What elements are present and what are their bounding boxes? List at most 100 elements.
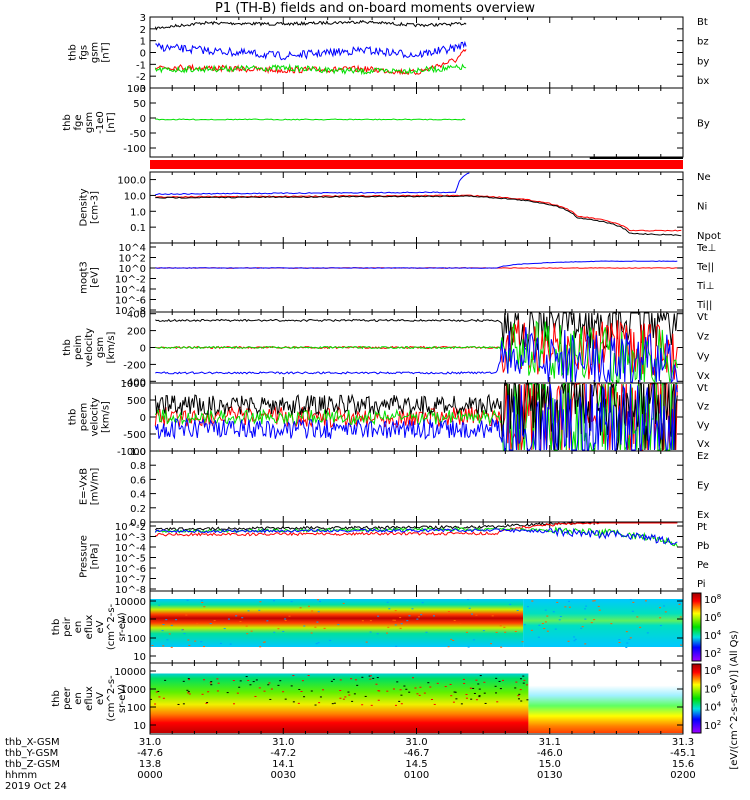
spectrogram-ion-speckle [277,628,280,630]
series-fgs-bx [155,40,467,61]
spectrogram-electron-speckle [319,696,322,698]
spectrogram-electron-speckle [207,691,210,693]
colorbar-tick-1-1: 106 [704,682,722,695]
spectrogram-electron-speckle [254,695,257,697]
spectrogram-electron-speckle [375,683,378,685]
spectrogram-electron-speckle [216,678,219,680]
spectrogram-electron-speckle [350,678,353,680]
series-peem-Vt [154,383,678,451]
colorbar-label-text: [eV/(cm^2-s-sr-eV)] (All Qs) [729,630,740,769]
spectrogram-ion-speckle [200,641,203,643]
spectrogram-ion-speckle [213,620,216,622]
spectrogram-electron-speckle [233,703,236,705]
y-tick-label-peer: 10000 [114,667,146,678]
spectrogram-electron-speckle [314,704,317,706]
y-tick-label-peir: 100 [127,634,146,645]
spectrogram-ion-speckle [377,615,380,617]
spectrogram-electron-speckle [269,698,272,700]
spectrogram-ion-speckle [592,600,595,602]
spectrogram-electron-speckle [498,680,501,682]
spectrogram-electron-speckle [330,680,333,682]
y-tick-label-peem: -500 [123,430,146,441]
spectrogram-ion-speckle [318,600,321,602]
footer-date: 2019 Oct 24 [5,781,67,792]
spectrogram-ion-speckle [597,605,600,607]
spectrogram-ion-speckle [186,599,189,601]
y-axis-label-line: eflux [84,686,95,711]
spectrogram-electron-speckle [436,682,439,684]
legend-peim-2: Vy [697,351,710,362]
spectrogram-ion-speckle [329,639,332,641]
spectrogram-ion-speckle [299,607,302,609]
spectrogram-ion-speckle [400,623,403,625]
y-tick-label-temperature: 10^2 [119,254,146,265]
spectrogram-ion-speckle [544,621,547,623]
spectrogram-electron-speckle [403,685,406,687]
spectrogram-electron-speckle [519,689,522,691]
footer-value-3-0: 0000 [137,770,162,781]
spectrogram-electron-speckle [429,686,432,688]
y-tick-label-fgs: -1 [136,60,146,71]
spectrogram-ion-speckle [459,623,462,625]
spectrogram-ion-speckle [394,619,397,621]
spectrogram-ion-speckle [678,602,681,604]
spectrogram-ion-speckle [450,638,453,640]
spectrogram-ion-speckle [262,641,265,643]
spectrogram-electron-speckle [453,691,456,693]
spectrogram-ion-speckle [235,615,238,617]
y-axis-label-line: Pressure [79,535,90,578]
series-density-Npot [155,172,470,196]
spectrogram-ion-speckle [646,632,649,634]
spectrogram-electron-speckle [501,679,504,681]
spectrogram-ion-speckle [526,606,529,608]
y-tick-label-fge: 100 [127,84,146,95]
colorbar-tick-1-3: 102 [704,719,721,732]
y-tick-label-e: 0.2 [130,504,146,515]
spectrogram-electron-speckle [210,681,213,683]
spectrogram-electron-speckle [465,697,468,699]
spectrogram-ion-speckle [162,645,165,647]
y-axis-label-line: thb [68,409,79,426]
y-tick-label-peir: 10 [133,652,146,663]
spectrogram-ion-speckle [162,624,165,626]
spectrogram-ion-speckle [311,610,314,612]
spectrogram-ion-speckle [263,641,266,643]
footer-label-1: thb_Y-GSM [5,748,58,759]
spectrogram-electron-speckle [188,693,191,695]
spectrogram-ion-speckle [625,631,628,633]
spectrogram-ion-speckle [628,638,631,640]
spectrogram-electron-speckle [469,687,472,689]
spectrogram-ion-speckle [610,623,613,625]
colorbar-tick-0-0: 108 [704,593,721,606]
spectrogram-ion-speckle [202,646,205,648]
spectrogram-ion-speckle [472,639,475,641]
y-tick-label-e: 1.0 [130,447,146,458]
y-tick-label-fgs: 1 [140,37,146,48]
spectrogram-electron-speckle [203,679,206,681]
spectrogram-electron-speckle [282,691,285,693]
y-tick-label-pressure: 10^-2 [115,522,146,533]
footer-label-0: thb_X-GSM [5,737,60,748]
spectrogram-ion-speckle [453,619,456,621]
spectrogram-electron-speckle [268,682,271,684]
spectrogram-ion-speckle [303,625,306,627]
legend-density-0: Ne [697,172,711,183]
spectrogram-electron-speckle [522,675,525,677]
spectrogram-electron-speckle [414,687,417,689]
spectrogram-electron-speckle [201,693,204,695]
legend-e-0: Ez [697,451,709,462]
flag-bar [150,160,683,169]
spectrogram-electron-speckle [164,679,167,681]
spectrogram-electron-speckle [187,678,190,680]
spectrogram-electron-speckle [483,692,486,694]
footer-value-2-3: 15.0 [539,759,561,770]
spectrogram-ion-speckle [559,616,562,618]
footer-value-0-0: 31.0 [139,737,161,748]
spectrogram-ion-speckle [482,630,485,632]
spectrogram-ion-speckle [679,616,682,618]
spectrogram-ion-speckle [558,619,561,621]
legend-peim-0: Vt [697,312,708,323]
y-axis-label-peim: thb peim velocity gsm [km/s] [62,328,117,367]
spectrogram-electron-speckle [270,688,273,690]
spectrogram-electron-speckle [245,676,248,678]
